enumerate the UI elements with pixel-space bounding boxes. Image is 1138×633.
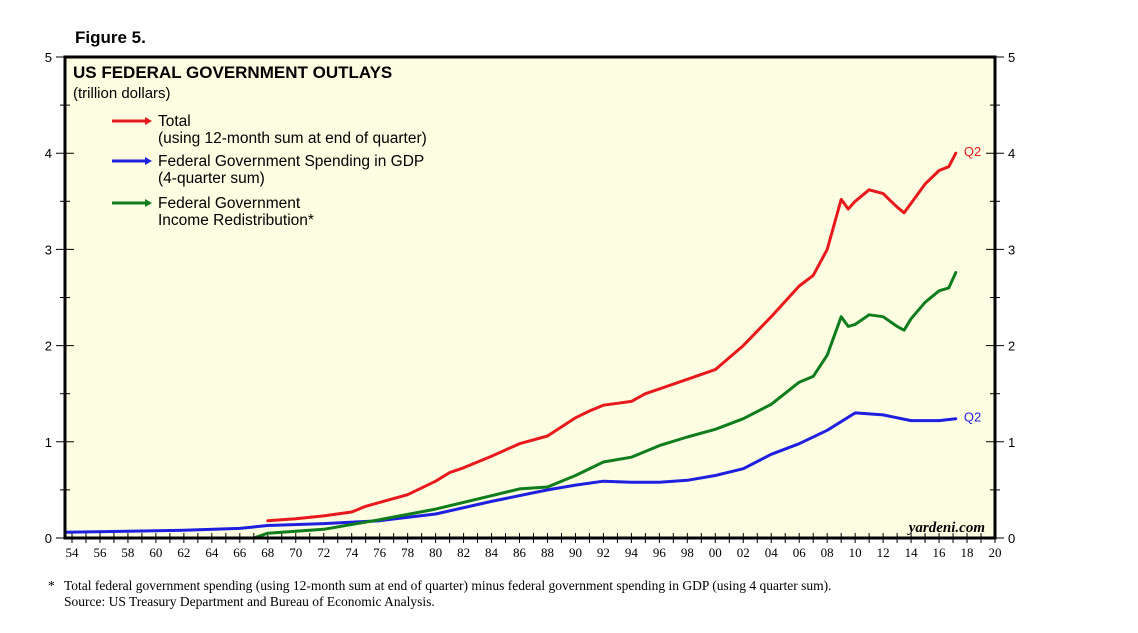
y-tick-label-right: 3: [1008, 242, 1015, 257]
x-tick-label: 54: [65, 545, 79, 560]
legend-sublabel: (using 12-month sum at end of quarter): [158, 130, 427, 147]
x-tick-label: 18: [961, 545, 974, 560]
y-tick-label-right: 5: [1008, 50, 1015, 65]
x-tick-label: 58: [121, 545, 134, 560]
watermark: yardeni.com: [907, 520, 985, 536]
x-tick-label: 70: [289, 545, 302, 560]
footnote-text: Total federal government spending (using…: [64, 578, 832, 593]
y-tick-label-left: 2: [45, 339, 52, 354]
bottom-axis: 54 56 58 60 62 64 66 68 70 72 74 76 78 80 82 84 86 88 90 92…: [65, 533, 1002, 560]
legend-label: Total: [158, 113, 191, 130]
x-tick-label: 60: [149, 545, 162, 560]
y-tick-label-left: 1: [45, 435, 52, 450]
x-tick-label: 12: [877, 545, 890, 560]
footnote: * Total federal government spending (usin…: [48, 578, 832, 610]
x-tick-label: 10: [849, 545, 862, 560]
legend-sublabel: Income Redistribution*: [158, 212, 314, 229]
legend-arrow-gdp: [145, 157, 152, 165]
end-label-total: Q2: [964, 144, 981, 159]
x-tick-label: 84: [485, 545, 499, 560]
plot-frame: [63, 55, 997, 540]
x-tick-label: 04: [765, 545, 779, 560]
x-tick-label: 72: [317, 545, 330, 560]
x-tick-label: 14: [905, 545, 919, 560]
y-tick-label-left: 4: [45, 146, 52, 161]
y-tick-label-right: 1: [1008, 435, 1015, 450]
series-layer: Q2 Q2: [63, 144, 981, 540]
series-line-gdp: [63, 411, 958, 534]
end-label-gdp: Q2: [964, 410, 981, 425]
y-tick-label-left: 0: [45, 531, 52, 546]
x-tick-label: 88: [541, 545, 554, 560]
legend: Total(using 12-month sum at end of quart…: [112, 113, 427, 229]
source-text: Source: US Treasury Department and Burea…: [64, 594, 435, 609]
legend-arrow-total: [145, 117, 152, 125]
y-tick-label-left: 3: [45, 242, 52, 257]
series-line-total: [266, 151, 958, 523]
x-tick-label: 20: [989, 545, 1002, 560]
series-line-redistribution: [63, 271, 958, 540]
y-tick-label-right: 4: [1008, 146, 1015, 161]
y-tick-label-right: 0: [1008, 531, 1015, 546]
x-tick-label: 98: [681, 545, 694, 560]
x-tick-label: 82: [457, 545, 470, 560]
x-tick-label: 76: [373, 545, 387, 560]
x-tick-label: 86: [513, 545, 527, 560]
legend-label: Federal Government Spending in GDP: [158, 153, 424, 170]
footnote-marker: *: [48, 578, 55, 593]
x-tick-label: 80: [429, 545, 442, 560]
x-tick-label: 94: [625, 545, 639, 560]
x-tick-label: 74: [345, 545, 359, 560]
x-tick-label: 56: [93, 545, 107, 560]
x-tick-label: 00: [709, 545, 722, 560]
x-tick-label: 92: [597, 545, 610, 560]
figure-label: Figure 5.: [75, 28, 146, 47]
x-tick-label: 16: [933, 545, 947, 560]
x-tick-label: 64: [205, 545, 219, 560]
chart-title: US FEDERAL GOVERNMENT OUTLAYS: [73, 63, 392, 82]
x-tick-label: 96: [653, 545, 667, 560]
x-tick-label: 62: [177, 545, 190, 560]
x-tick-label: 66: [233, 545, 247, 560]
x-tick-label: 78: [401, 545, 414, 560]
y-tick-label-right: 2: [1008, 339, 1015, 354]
x-tick-label: 02: [737, 545, 750, 560]
x-tick-label: 90: [569, 545, 582, 560]
legend-label: Federal Government: [158, 195, 301, 212]
legend-sublabel: (4-quarter sum): [158, 170, 265, 187]
x-tick-label: 68: [261, 545, 274, 560]
plot-area: [65, 57, 995, 538]
x-tick-label: 06: [793, 545, 807, 560]
x-tick-label: 08: [821, 545, 834, 560]
chart-subtitle: (trillion dollars): [73, 85, 171, 102]
y-tick-label-left: 5: [45, 50, 52, 65]
legend-arrow-redistribution: [145, 199, 152, 207]
